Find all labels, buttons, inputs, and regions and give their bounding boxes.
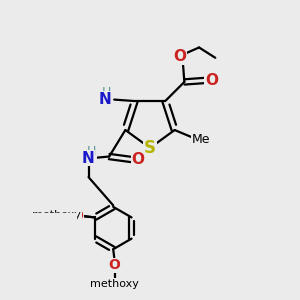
Text: methoxy: methoxy bbox=[50, 220, 56, 221]
Text: S: S bbox=[144, 139, 156, 157]
Text: O: O bbox=[173, 50, 187, 64]
Text: OMe: OMe bbox=[36, 214, 59, 224]
Text: methoxy: methoxy bbox=[61, 219, 67, 220]
Text: methoxy: methoxy bbox=[90, 279, 139, 289]
Text: H: H bbox=[87, 145, 96, 158]
Text: O: O bbox=[109, 258, 121, 272]
Text: O: O bbox=[131, 152, 145, 167]
Text: N: N bbox=[81, 151, 94, 166]
Text: O: O bbox=[71, 208, 83, 221]
Text: N: N bbox=[99, 92, 112, 107]
Polygon shape bbox=[26, 213, 76, 226]
Text: O: O bbox=[71, 209, 83, 223]
Text: Me: Me bbox=[192, 133, 210, 146]
Text: O: O bbox=[205, 73, 218, 88]
Text: H: H bbox=[102, 86, 112, 99]
Text: methoxy: methoxy bbox=[32, 210, 81, 220]
